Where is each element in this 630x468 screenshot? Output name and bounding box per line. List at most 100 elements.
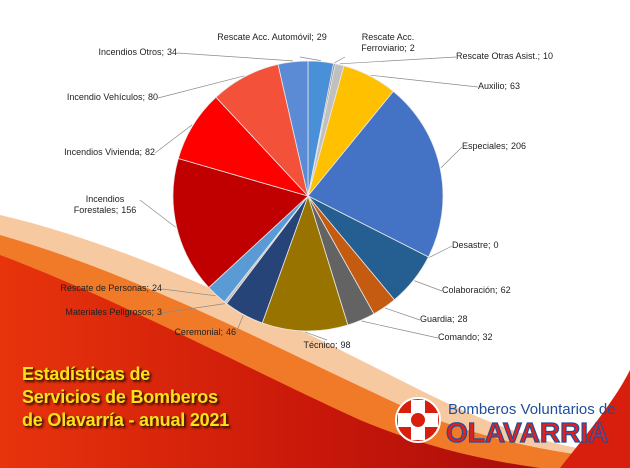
emblem bbox=[395, 397, 441, 443]
value-label: 206 bbox=[511, 141, 527, 151]
label-separator: ; bbox=[537, 51, 541, 61]
label-separator: ; bbox=[151, 307, 154, 317]
label-separator: ; bbox=[142, 92, 145, 102]
category-label: Incendios Forestales bbox=[73, 194, 125, 215]
data-label: Desastre; 0 bbox=[452, 240, 522, 251]
data-label: Rescate Acc. Ferroviario; 2 bbox=[357, 32, 419, 54]
logo-line2: OLAVARRIA bbox=[446, 417, 608, 448]
leader-line bbox=[304, 331, 328, 341]
pie-slice bbox=[277, 60, 309, 197]
data-label: Incendios Otros; 34 bbox=[67, 47, 177, 58]
leader-line bbox=[176, 52, 293, 62]
value-label: 82 bbox=[144, 147, 155, 157]
leader-line bbox=[429, 245, 453, 258]
data-label: Rescate Acc. Automóvil; 29 bbox=[213, 32, 331, 43]
category-label: Comando bbox=[438, 332, 478, 342]
category-label: Rescate de Personas bbox=[60, 283, 147, 293]
value-label: 10 bbox=[543, 51, 554, 61]
leader-line bbox=[440, 146, 463, 169]
value-label: 24 bbox=[151, 283, 162, 293]
swoosh-red bbox=[0, 255, 540, 468]
data-label: Comando; 32 bbox=[438, 332, 518, 343]
data-label: Rescate Otras Asist.; 10 bbox=[456, 51, 586, 62]
leader-line bbox=[384, 307, 421, 321]
leader-line bbox=[334, 56, 346, 63]
label-separator: ; bbox=[115, 205, 119, 215]
category-label: Ceremonial bbox=[174, 327, 221, 337]
logo-line1: Bomberos Voluntarios de bbox=[448, 401, 616, 418]
category-label: Incendio Vehículos bbox=[66, 92, 143, 102]
data-label: Incendio Vehículos; 80 bbox=[48, 92, 158, 103]
data-label: Incendios Vivienda; 82 bbox=[45, 147, 155, 158]
value-label: 63 bbox=[510, 81, 521, 91]
label-separator: ; bbox=[334, 340, 338, 350]
leader-line bbox=[161, 288, 216, 297]
data-label: Rescate de Personas; 24 bbox=[52, 283, 162, 294]
value-label: 29 bbox=[316, 32, 327, 42]
category-label: Incendios Otros bbox=[98, 47, 162, 57]
category-label: Rescate Acc. Automóvil bbox=[217, 32, 312, 42]
value-label: 3 bbox=[156, 307, 162, 317]
data-label: Materiales Peligrosos; 3 bbox=[52, 307, 162, 318]
leader-line bbox=[299, 56, 322, 61]
label-separator: ; bbox=[220, 327, 223, 337]
data-label: Guardia; 28 bbox=[420, 314, 490, 325]
leader-line bbox=[161, 303, 225, 314]
value-label: 0 bbox=[493, 240, 499, 250]
label-separator: ; bbox=[505, 141, 509, 151]
pie-slice bbox=[172, 158, 309, 289]
category-label: Auxilio bbox=[478, 81, 505, 91]
category-label: Colaboración bbox=[442, 285, 496, 295]
leader-line bbox=[139, 199, 176, 228]
leader-line bbox=[414, 280, 443, 292]
label-separator: ; bbox=[404, 43, 407, 53]
category-label: Técnico bbox=[303, 340, 335, 350]
title-line: de Olavarría - anual 2021 bbox=[22, 410, 230, 430]
value-label: 32 bbox=[482, 332, 493, 342]
value-label: 2 bbox=[409, 43, 415, 53]
label-separator: ; bbox=[161, 47, 164, 57]
label-separator: ; bbox=[495, 285, 498, 295]
data-label: Ceremonial; 46 bbox=[156, 327, 236, 338]
category-label: Incendios Vivienda bbox=[64, 147, 140, 157]
title-line: Estadísticas de bbox=[22, 364, 151, 384]
label-separator: ; bbox=[139, 147, 142, 157]
leader-line bbox=[235, 315, 244, 334]
data-label: Incendios Forestales; 156 bbox=[58, 194, 153, 216]
data-label: Especiales; 206 bbox=[462, 141, 542, 152]
leader-line bbox=[339, 56, 457, 65]
label-separator: ; bbox=[504, 81, 508, 91]
pie-slice bbox=[261, 194, 349, 332]
label-separator: ; bbox=[488, 240, 491, 250]
label-separator: ; bbox=[452, 314, 455, 324]
pie-slice bbox=[307, 90, 444, 258]
swoosh-corner bbox=[560, 370, 630, 468]
leader-line bbox=[154, 124, 193, 154]
label-separator: ; bbox=[311, 32, 314, 42]
value-label: 98 bbox=[340, 340, 351, 350]
data-label: Auxilio; 63 bbox=[478, 81, 538, 92]
category-label: Materiales Peligrosos bbox=[65, 307, 152, 317]
category-label: Rescate Acc. Ferroviario bbox=[361, 32, 415, 53]
leader-line bbox=[370, 74, 479, 88]
leader-line bbox=[157, 75, 245, 99]
label-separator: ; bbox=[146, 283, 149, 293]
pie bbox=[172, 60, 444, 332]
value-label: 46 bbox=[225, 327, 236, 337]
label-separator: ; bbox=[477, 332, 480, 342]
category-label: Especiales bbox=[462, 141, 506, 151]
leader-line bbox=[361, 320, 439, 339]
category-label: Rescate Otras Asist. bbox=[456, 51, 538, 61]
value-label: 34 bbox=[166, 47, 177, 57]
category-label: Guardia bbox=[420, 314, 453, 324]
data-label: Técnico; 98 bbox=[287, 340, 367, 351]
title-line: Servicios de Bomberos bbox=[22, 387, 218, 407]
value-label: 28 bbox=[457, 314, 468, 324]
data-label: Colaboración; 62 bbox=[442, 285, 532, 296]
category-label: Desastre bbox=[452, 240, 489, 250]
value-label: 80 bbox=[147, 92, 158, 102]
value-label: 156 bbox=[121, 205, 137, 215]
value-label: 62 bbox=[500, 285, 511, 295]
